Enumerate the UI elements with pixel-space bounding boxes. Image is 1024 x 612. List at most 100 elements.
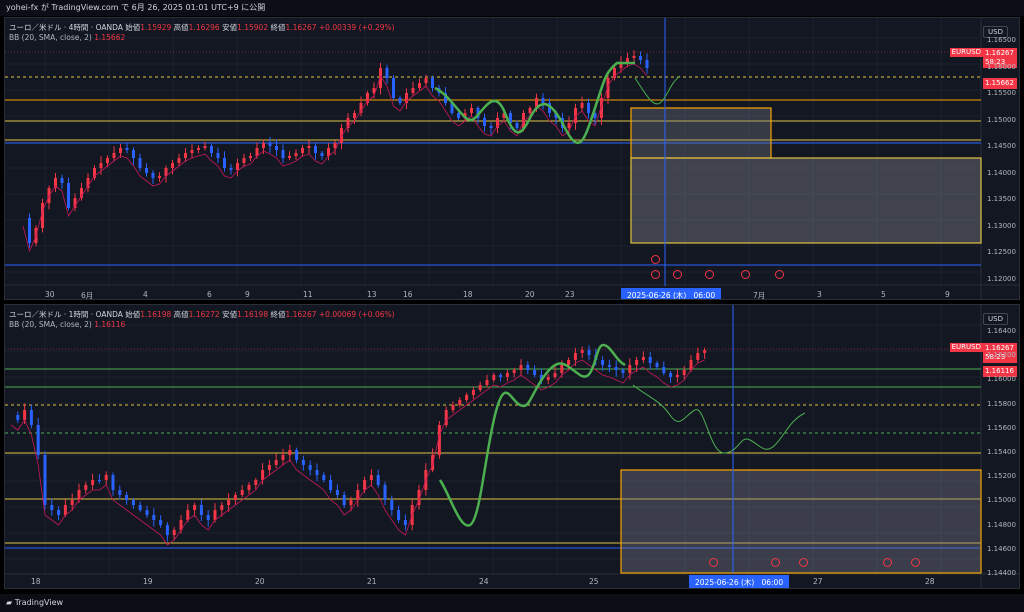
ohlc-legend: ユーロ／米ドル · 1時間 · OANDA 始値1.16198 高値1.1627… [9,309,395,320]
candle-body [111,475,115,490]
high-label: 高値 [173,310,189,319]
event-eu-flag-icon[interactable] [673,270,682,279]
bb-legend[interactable]: BB (20, SMA, close, 2) 1.15662 [9,33,125,42]
bb-basis-label: 1.16116 [983,366,1017,377]
time-tick: 18 [463,290,473,299]
event-us-flag-icon[interactable] [775,270,784,279]
candle-body [151,173,155,178]
candle-body [548,103,551,113]
cursor-date: 2025-06-26 (木) [627,291,687,300]
time-tick: 30 [45,290,55,299]
candle-body [451,405,455,410]
candle-body [125,495,129,500]
candle-body [267,465,271,470]
candle-body [23,410,27,420]
event-flash-icon[interactable] [651,255,660,264]
candle-body [171,163,174,168]
candle-body [470,108,473,113]
candle-body [314,146,317,153]
candle-body [703,350,707,353]
candle-body [73,198,77,208]
price-chart-4h[interactable] [5,18,1020,300]
event-us-flag-icon[interactable] [911,558,920,567]
tradingview-logo-icon[interactable]: ▰ [6,598,13,607]
candle-body [675,375,679,377]
price-tick: 1.15500 [987,89,1016,97]
event-eu-flag-icon[interactable] [705,270,714,279]
candle-body [125,148,129,150]
candle-body [437,425,441,455]
candle-body [193,505,197,510]
candle-body [86,178,90,188]
bb-value: 1.15662 [94,33,126,42]
demand-zone [630,157,982,244]
candle-body [613,68,616,78]
candle-body [112,153,116,158]
candle-body [554,113,558,118]
candle-body [190,150,194,153]
candle-body [91,480,95,485]
candle-body [223,158,226,168]
candle-body [97,480,101,481]
candle-body [528,108,532,113]
time-tick: 6月 [81,291,94,300]
price-tick: 1.16000 [987,375,1016,384]
candle-body [526,365,530,370]
candle-body [43,455,47,505]
price-tick: 1.14800 [987,520,1016,529]
candle-body [509,113,512,123]
event-eu-flag-icon[interactable] [883,558,892,567]
event-eu-flag-icon[interactable] [771,558,780,567]
candle-body [213,510,217,520]
bb-legend[interactable]: BB (20, SMA, close, 2) 1.16116 [9,320,125,329]
candle-body [275,146,278,150]
candle-body [119,148,122,153]
cursor-time-label: 2025-06-26 (木) 06:00 [621,288,722,300]
candle-body [541,98,545,103]
time-tick: 27 [813,577,823,586]
event-eu-flag-icon[interactable] [741,270,750,279]
close-label: 終値 [270,23,286,32]
candle-body [247,485,251,490]
candle-body [424,78,428,83]
low-label: 安値 [222,23,238,32]
price-tick: 1.13500 [987,195,1016,203]
candle-body [288,450,292,455]
currency-button[interactable]: USD [983,313,1008,325]
change-value: +0.00069 (+0.06%) [318,310,395,319]
bb-label: BB (20, SMA, close, 2) [9,320,92,329]
chart-pane-4h[interactable]: ユーロ／米ドル · 4時間 · OANDA 始値1.15929 高値1.1629… [4,17,1020,300]
last-price: 1.16267 [985,344,1014,352]
candle-body [457,113,460,118]
candle-body [369,475,373,480]
candle-body [50,505,54,510]
close-value: 1.16267 [285,310,317,319]
price-chart-1h[interactable] [5,305,1020,589]
candle-body [483,118,486,126]
chart-pane-1h[interactable]: ユーロ／米ドル · 1時間 · OANDA 始値1.16198 高値1.1627… [4,304,1020,589]
candle-body [261,470,265,480]
candle-body [29,410,33,425]
forecast-projection [634,75,681,105]
price-tick: 1.15000 [987,496,1016,505]
low-label: 安値 [222,310,238,319]
candle-body [67,183,70,208]
time-tick: 9 [945,290,950,299]
time-tick: 16 [403,290,413,299]
event-us-flag-icon[interactable] [799,558,808,567]
event-us-flag-icon[interactable] [651,270,660,279]
candle-body [573,353,577,360]
candle-body [165,525,169,535]
candle-body [614,367,618,370]
price-tick: 1.13000 [987,221,1016,230]
candle-body [593,113,597,118]
currency-button[interactable]: USD [983,26,1008,38]
candle-body [366,93,369,103]
event-flash-icon[interactable] [709,558,718,567]
candle-body [335,490,339,495]
price-tick: 1.15800 [987,399,1016,408]
candle-body [411,88,415,93]
candle-body [376,475,380,485]
bar-countdown: 58:23 [985,58,1006,66]
candle-body [405,93,408,103]
